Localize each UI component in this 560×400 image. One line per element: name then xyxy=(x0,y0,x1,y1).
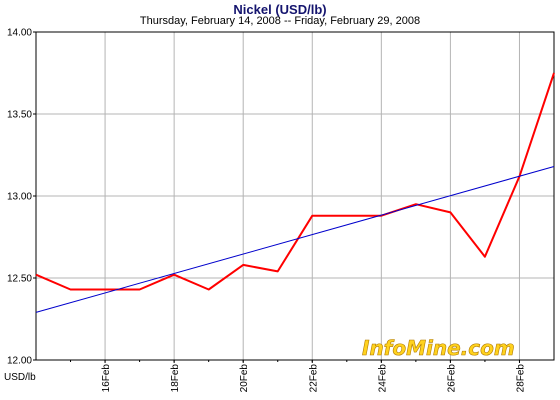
watermark-logo: InfoMine.com xyxy=(362,336,515,361)
plot-frame xyxy=(35,31,555,361)
x-tick-label: 16Feb xyxy=(101,364,112,393)
x-tick-label: 24Feb xyxy=(377,364,388,393)
axes xyxy=(33,31,555,363)
series-layer xyxy=(35,72,555,313)
y-tick-label: 12.00 xyxy=(7,356,32,367)
y-tick-label: 13.50 xyxy=(7,110,32,121)
y-tick-label: 12.50 xyxy=(7,274,32,285)
x-tick-label: 22Feb xyxy=(308,364,319,393)
tick-labels: 12.00 12.50 13.00 13.50 14.00 16Feb 18Feb 20Feb… xyxy=(4,28,526,393)
price-line xyxy=(35,72,555,291)
grid-lines xyxy=(36,31,554,361)
x-tick-label: 20Feb xyxy=(239,364,250,393)
chart-subtitle: Thursday, February 14, 2008 -- Friday, F… xyxy=(139,15,421,27)
y-tick-label: 14.00 xyxy=(7,28,32,39)
x-tick-label: 18Feb xyxy=(170,364,181,393)
chart-title: Nickel (USD/lb) xyxy=(233,2,327,17)
watermark-text: InfoMine.com xyxy=(362,336,515,360)
x-tick-label: 28Feb xyxy=(515,364,526,393)
y-tick-label: 13.00 xyxy=(7,192,32,203)
y-unit-label: USD/lb xyxy=(4,372,36,383)
x-tick-label: 26Feb xyxy=(446,364,457,393)
trend-line xyxy=(35,166,555,313)
